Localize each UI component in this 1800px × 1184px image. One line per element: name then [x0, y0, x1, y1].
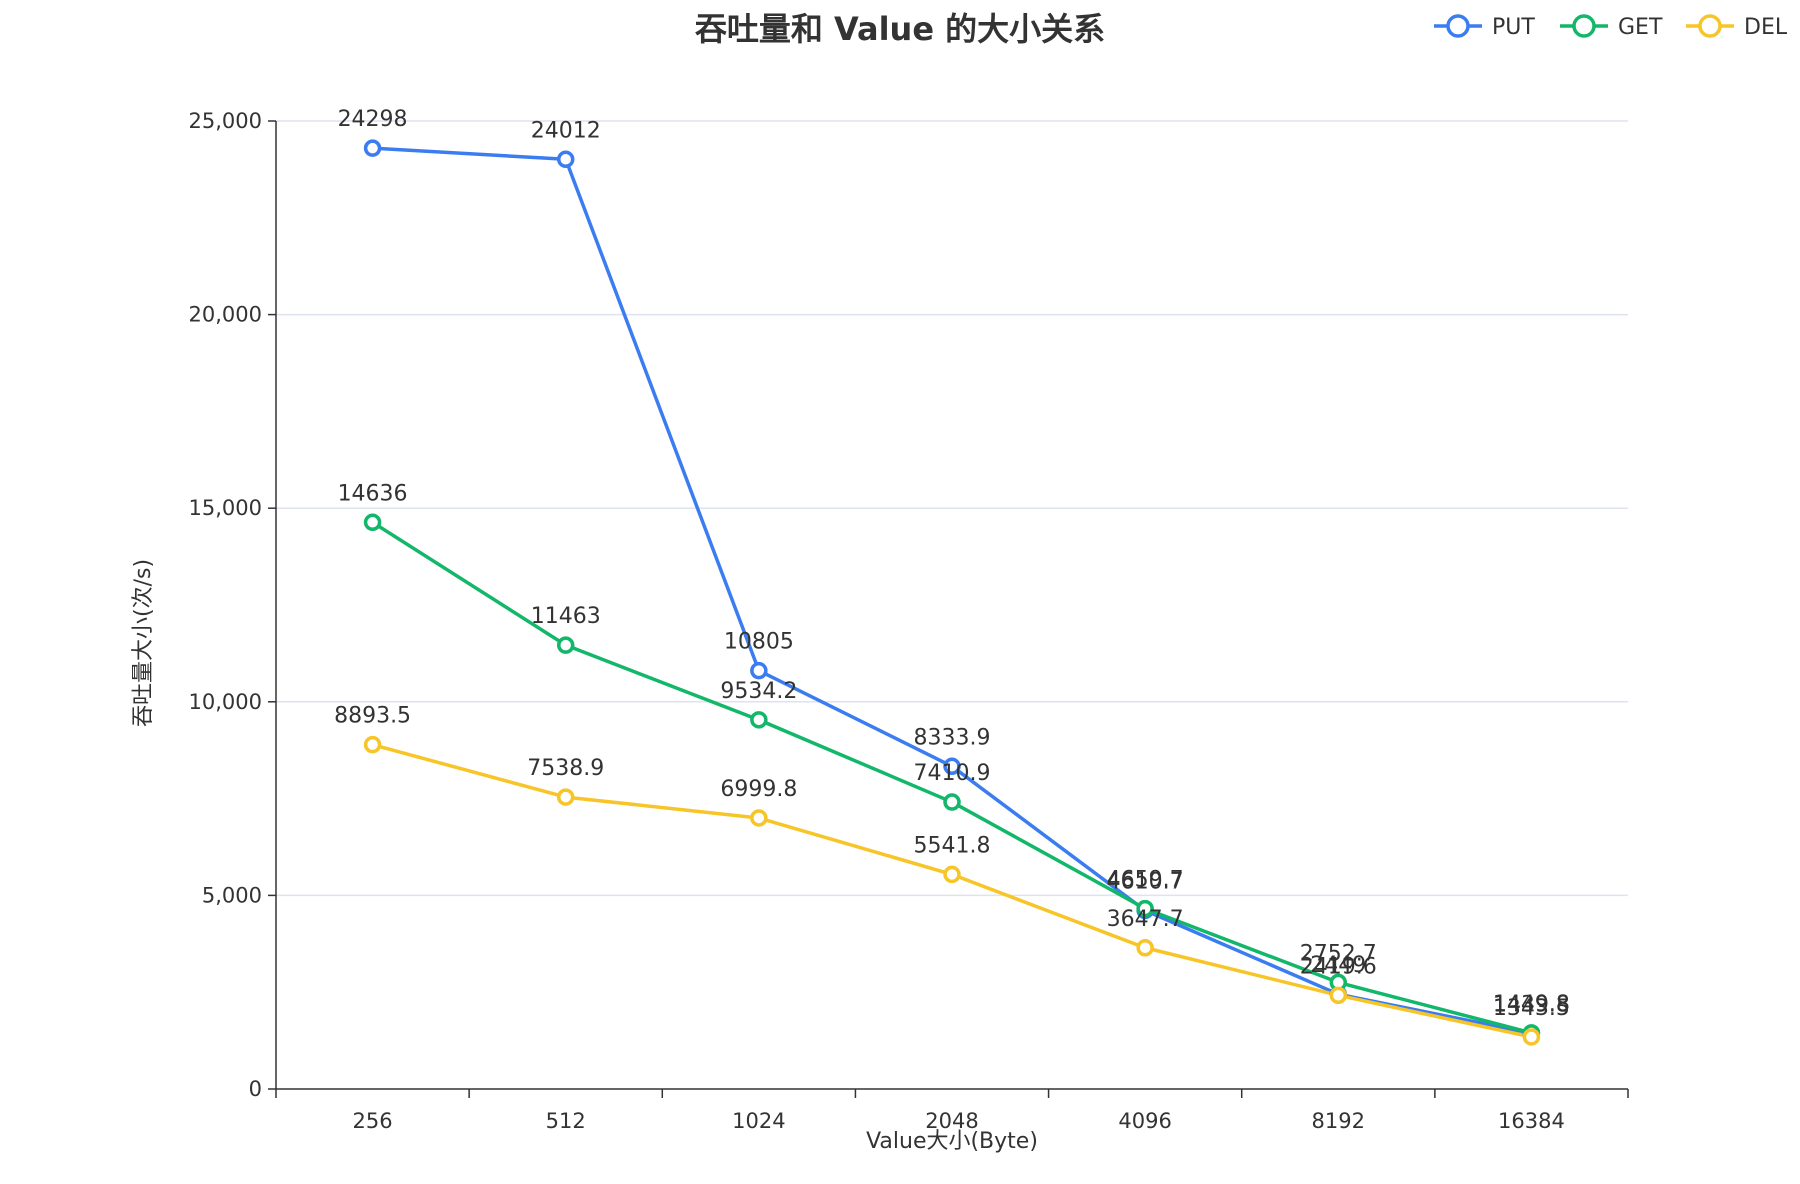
data-label-del: 8893.5: [334, 704, 411, 729]
data-point-del: [556, 788, 575, 806]
series-line-del: [372, 742, 1532, 1039]
chart-title: 吞吐量和 Value 的大小关系: [695, 10, 1105, 48]
legend-label-del: DEL: [1744, 15, 1788, 40]
data-label-get: 2752.7: [1300, 941, 1377, 966]
data-point-del: [750, 809, 768, 827]
data-point-put: [556, 150, 575, 169]
x-tick-label: 512: [546, 1109, 586, 1133]
legend-label-put: PUT: [1492, 15, 1535, 40]
x-axis-title: Value大小(Byte): [866, 1129, 1038, 1154]
y-tick-label: 5,000: [202, 883, 262, 907]
legend-item-del[interactable]: DEL: [1686, 14, 1788, 40]
data-label-get: 14636: [338, 481, 408, 506]
data-label-del: 7538.9: [527, 756, 604, 781]
y-axis-title: 吞吐量大小(次/s): [131, 559, 156, 727]
legend-marker-put: [1446, 14, 1470, 38]
y-tick-label: 20,000: [189, 303, 262, 327]
data-label-del: 6999.8: [720, 777, 797, 802]
x-axis-ticks: 256 512 1024 2048 4096 8192 16384: [275, 1089, 1629, 1133]
data-point-put: [943, 757, 961, 776]
legend-item-get[interactable]: GET: [1560, 14, 1663, 40]
data-label-put: 10805: [724, 630, 794, 655]
legend: PUT GET DEL: [1434, 14, 1788, 40]
x-tick-label: 1024: [732, 1109, 785, 1133]
axes: [275, 121, 1628, 1090]
legend-marker-get: [1572, 14, 1596, 38]
series-points: [363, 139, 1541, 1046]
y-tick-label: 25,000: [189, 109, 262, 133]
data-label-put: 24012: [531, 118, 601, 143]
data-point-del: [1136, 939, 1154, 957]
data-point-get: [363, 513, 382, 532]
data-label-put: 2449: [1310, 953, 1366, 978]
data-labels: 24298 24012 10805 8333.9 4610.7 2449 1439.8 146…: [334, 107, 1570, 1021]
data-point-get: [556, 636, 575, 654]
data-label-put: 8333.9: [914, 725, 991, 750]
data-label-get: 7410.9: [914, 761, 991, 786]
data-label-put: 4610.7: [1107, 869, 1184, 894]
data-label-get: 4659.7: [1107, 868, 1184, 893]
data-point-get: [943, 793, 961, 811]
data-point-put: [363, 139, 382, 157]
legend-marker-del: [1698, 14, 1722, 38]
series-lines: [371, 146, 1532, 1039]
data-point-del: [1329, 986, 1348, 1005]
data-point-del: [363, 735, 382, 754]
y-tick-label: 15,000: [189, 496, 262, 520]
x-tick-label: 8192: [1312, 1109, 1365, 1133]
data-point-del: [943, 865, 961, 884]
data-point-put: [750, 661, 768, 680]
series-line-put: [372, 146, 1532, 1035]
data-label-del: 1343.5: [1493, 996, 1570, 1021]
legend-item-put[interactable]: PUT: [1434, 14, 1535, 40]
data-label-get: 11463: [531, 604, 601, 629]
x-tick-label: 2048: [925, 1109, 978, 1133]
data-label-del: 5541.8: [914, 833, 991, 858]
data-label-put: 24298: [338, 107, 408, 132]
legend-label-get: GET: [1618, 15, 1663, 40]
data-label-get: 1449.8: [1493, 992, 1570, 1017]
y-tick-label: 0: [249, 1077, 262, 1101]
data-label-del: 3647.7: [1107, 907, 1184, 932]
data-label-del: 2419.6: [1300, 954, 1377, 979]
data-point-get: [1136, 899, 1154, 918]
x-tick-label: 16384: [1498, 1109, 1565, 1133]
data-label-get: 9534.2: [720, 679, 797, 704]
data-point-del: [1522, 1028, 1541, 1046]
data-point-get: [750, 711, 768, 729]
y-tick-label: 10,000: [189, 690, 262, 714]
x-tick-label: 4096: [1118, 1109, 1171, 1133]
y-axis-ticks: 0 5,000 10,000 15,000 20,000 25,000: [189, 109, 276, 1101]
data-label-put: 1439.8: [1493, 992, 1570, 1017]
x-tick-label: 256: [353, 1109, 393, 1133]
grid: [276, 120, 1628, 897]
